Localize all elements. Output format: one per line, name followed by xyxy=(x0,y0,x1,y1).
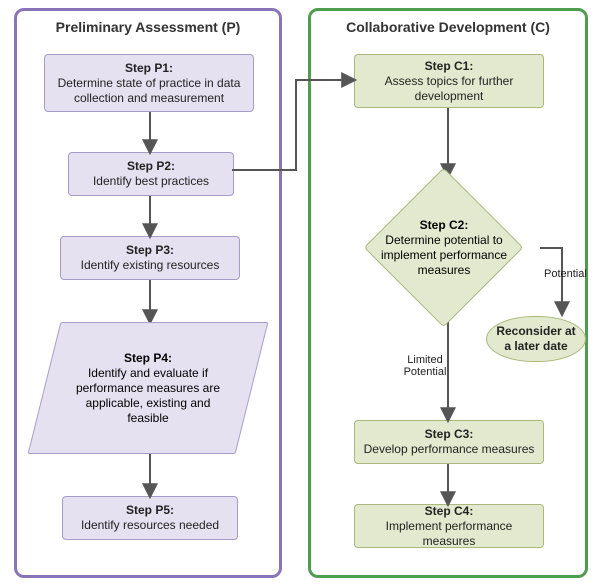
step-p3-title: Step P3: xyxy=(126,243,174,258)
label-potential: Potential xyxy=(544,268,587,280)
step-c2-title: Step C2: xyxy=(420,218,469,232)
step-p1: Step P1: Determine state of practice in … xyxy=(44,54,254,112)
step-p2-title: Step P2: xyxy=(127,159,175,174)
step-p4-text: Identify and evaluate if performance mea… xyxy=(76,366,220,425)
step-p2-text: Identify best practices xyxy=(93,174,209,189)
step-p3: Step P3: Identify existing resources xyxy=(60,236,240,280)
step-p4: Step P4: Identify and evaluate if perfor… xyxy=(44,322,252,454)
step-p1-text: Determine state of practice in data coll… xyxy=(53,76,245,106)
step-c4: Step C4: Implement performance measures xyxy=(354,504,544,548)
step-p3-text: Identify existing resources xyxy=(81,258,220,273)
step-c4-text: Implement performance measures xyxy=(363,519,535,549)
step-c2-text: Determine potential to implement perform… xyxy=(381,233,507,277)
step-p5-text: Identify resources needed xyxy=(81,518,219,533)
step-p1-title: Step P1: xyxy=(125,61,173,76)
step-c4-title: Step C4: xyxy=(425,504,474,519)
step-c3-title: Step C3: xyxy=(425,427,474,442)
step-c2: Step C2: Determine potential to implemen… xyxy=(364,168,524,328)
step-c3-text: Develop performance measures xyxy=(364,442,535,457)
step-c1-text: Assess topics for further development xyxy=(363,74,535,104)
step-c1-title: Step C1: xyxy=(425,59,474,74)
step-c1: Step C1: Assess topics for further devel… xyxy=(354,54,544,108)
panel-collaborative-title: Collaborative Development (C) xyxy=(311,19,585,35)
step-p5: Step P5: Identify resources needed xyxy=(62,496,238,540)
step-p2: Step P2: Identify best practices xyxy=(68,152,234,196)
panel-preliminary-title: Preliminary Assessment (P) xyxy=(17,19,279,35)
step-p5-title: Step P5: xyxy=(126,503,174,518)
step-p4-title: Step P4: xyxy=(124,351,172,365)
reconsider-text: Reconsider at a later date xyxy=(495,324,577,354)
label-limited-potential: Limited Potential xyxy=(400,354,450,378)
step-c3: Step C3: Develop performance measures xyxy=(354,420,544,464)
